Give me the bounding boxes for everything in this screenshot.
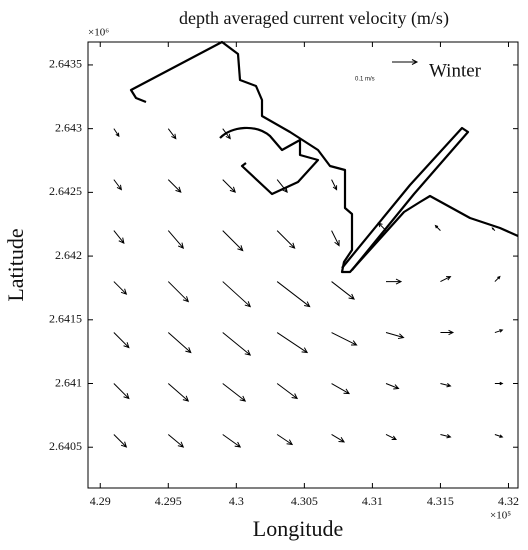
velocity-arrow (385, 332, 405, 340)
x-exponent: ×10⁵ (490, 510, 511, 522)
velocity-arrow (331, 281, 355, 300)
velocity-arrow (167, 179, 182, 193)
quiver-key-arrow (392, 59, 419, 65)
velocity-arrow (113, 434, 128, 448)
velocity-arrow (167, 383, 190, 402)
y-tick-label: 2.6415 (49, 312, 82, 326)
velocity-arrow (276, 434, 294, 446)
velocity-arrow (491, 227, 496, 231)
chart-title: depth averaged current velocity (m/s) (179, 8, 449, 29)
velocity-arrow (385, 434, 398, 440)
velocity-arrow (113, 383, 130, 400)
x-tick-label: 4.31 (362, 494, 383, 508)
velocity-arrow (222, 332, 252, 356)
velocity-arrow (331, 383, 351, 395)
velocity-arrow (331, 332, 358, 346)
velocity-arrow (276, 332, 309, 354)
velocity-arrow (440, 433, 452, 439)
y-tick-label: 2.6405 (49, 439, 82, 453)
y-tick-label: 2.643 (55, 120, 82, 134)
quiver-key-label: 0.1 m/s (355, 77, 375, 83)
y-tick-label: 2.642 (55, 248, 82, 262)
x-tick-label: 4.3 (229, 494, 244, 508)
x-axis-label: Longitude (253, 516, 343, 541)
season-annotation: Winter (429, 60, 482, 81)
coastline (129, 40, 519, 274)
velocity-arrow (113, 281, 128, 295)
y-tick-label: 2.6425 (49, 184, 82, 198)
y-exponent: ×10⁶ (88, 27, 109, 39)
velocity-arrow (113, 128, 120, 138)
velocity-arrow (276, 383, 299, 400)
velocity-arrow (434, 224, 441, 231)
velocity-arrow (222, 230, 244, 252)
y-axis-label: Latitude (3, 228, 28, 301)
y-tick-label: 2.641 (55, 375, 82, 389)
velocity-arrow (113, 230, 125, 244)
velocity-arrow (331, 179, 338, 191)
velocity-arrow (167, 434, 185, 448)
velocity-arrow (494, 434, 504, 438)
velocity-arrow (276, 230, 296, 249)
velocity-arrow (385, 383, 400, 390)
velocity-arrow (331, 230, 340, 247)
velocity-arrow (167, 128, 177, 140)
x-tick-label: 4.29 (90, 494, 111, 508)
velocity-arrow (440, 383, 452, 388)
velocity-arrow (377, 222, 387, 231)
velocity-arrow (494, 381, 504, 386)
x-tick-label: 4.295 (155, 494, 182, 508)
x-tick-label: 4.305 (291, 494, 318, 508)
velocity-arrow (440, 276, 452, 283)
velocity-arrow (167, 332, 192, 354)
velocity-arrow (276, 179, 288, 193)
plot-area (113, 128, 504, 448)
velocity-arrow (222, 434, 242, 448)
velocity-arrow (276, 281, 311, 308)
velocity-arrow (494, 329, 504, 334)
velocity-arrow (222, 281, 252, 308)
velocity-arrow (331, 434, 346, 443)
velocity-arrow (440, 329, 455, 336)
velocity-arrow (494, 275, 501, 282)
velocity-arrow (113, 332, 130, 349)
x-tick-label: 4.32 (498, 494, 519, 508)
y-tick-label: 2.6435 (49, 57, 82, 71)
velocity-arrow (222, 383, 247, 402)
velocity-arrow (167, 230, 185, 249)
plot-frame (87, 41, 519, 489)
velocity-arrow (113, 179, 123, 191)
velocity-arrow (386, 278, 403, 285)
x-tick-label: 4.315 (427, 494, 454, 508)
velocity-arrow (222, 179, 237, 193)
velocity-arrow (222, 128, 231, 140)
velocity-arrow (167, 281, 190, 303)
